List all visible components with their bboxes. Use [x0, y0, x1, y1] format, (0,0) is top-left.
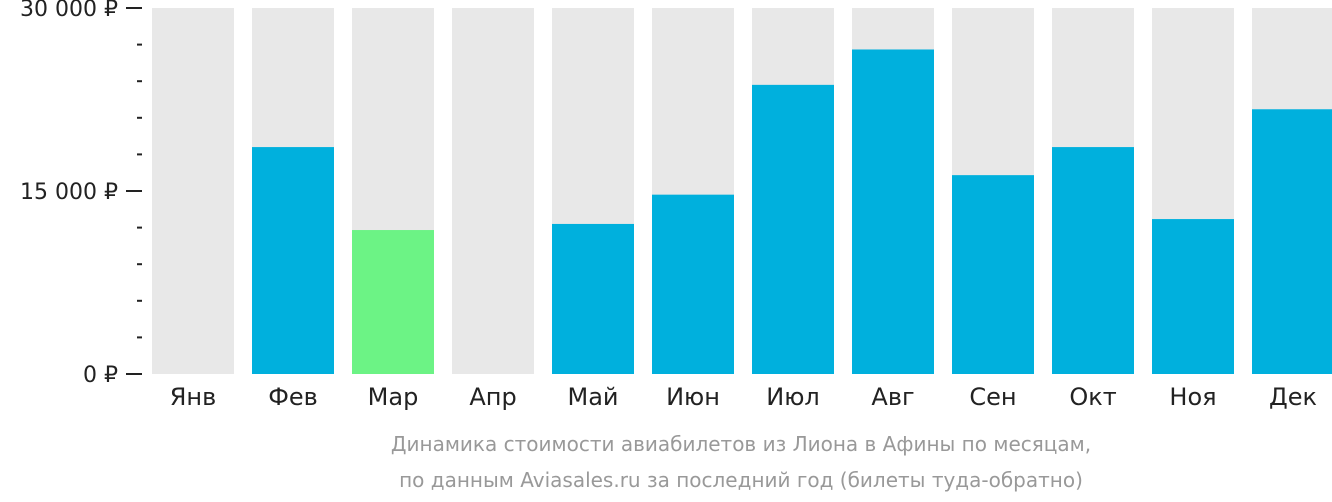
- x-tick-label: Мар: [368, 383, 419, 411]
- bar[interactable]: [852, 49, 934, 374]
- bar-track: [452, 8, 534, 374]
- bar-track: [152, 8, 234, 374]
- x-tick-label: Янв: [170, 383, 217, 411]
- x-tick-label: Апр: [469, 383, 516, 411]
- bar[interactable]: [252, 147, 334, 374]
- y-tick-label: 30 000 ₽: [20, 0, 118, 22]
- x-tick-label: Фев: [268, 383, 318, 411]
- bar[interactable]: [752, 84, 834, 375]
- chart-caption: Динамика стоимости авиабилетов из Лиона …: [391, 432, 1091, 492]
- x-axis: Янв Фев Мар Апр Май Июн Июл Авг Сен Окт Ноя Дек: [170, 383, 1317, 411]
- x-tick-label: Дек: [1269, 383, 1317, 411]
- caption-line-1: Динамика стоимости авиабилетов из Лиона …: [391, 432, 1091, 456]
- bar[interactable]: [1052, 147, 1134, 374]
- x-tick-label: Сен: [969, 383, 1016, 411]
- x-tick-label: Июн: [666, 383, 720, 411]
- y-tick-label: 15 000 ₽: [20, 180, 118, 205]
- bar[interactable]: [952, 175, 1034, 374]
- bar[interactable]: [1252, 109, 1332, 374]
- y-axis: 0 ₽ 15 000 ₽ 30 000 ₽: [20, 0, 142, 388]
- bar[interactable]: [652, 194, 734, 374]
- y-tick-label: 0 ₽: [83, 363, 118, 388]
- caption-line-2: по данным Aviasales.ru за последний год …: [399, 468, 1083, 492]
- x-tick-label: Май: [567, 383, 618, 411]
- bars-group: [152, 8, 1332, 375]
- x-tick-label: Ноя: [1169, 383, 1216, 411]
- x-tick-label: Авг: [871, 383, 914, 411]
- x-tick-label: Окт: [1069, 383, 1116, 411]
- bar[interactable]: [552, 223, 634, 374]
- bar[interactable]: [1152, 219, 1234, 374]
- bar[interactable]: [352, 230, 434, 374]
- x-tick-label: Июл: [766, 383, 820, 411]
